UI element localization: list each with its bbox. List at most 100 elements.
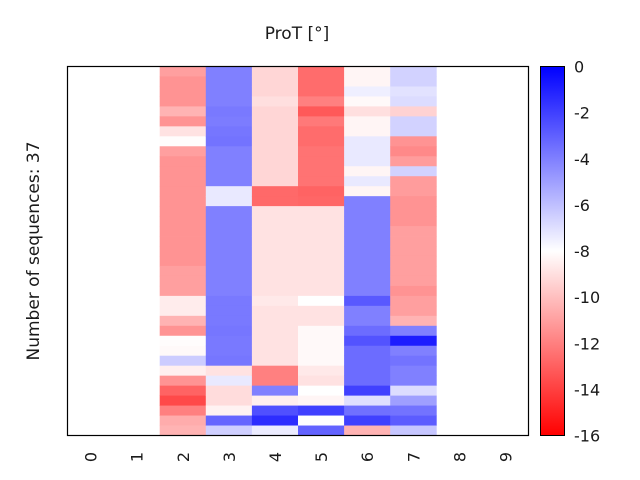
heatmap-cell-col7-row29 <box>390 355 437 367</box>
heatmap-cell-col6-row8 <box>344 146 391 157</box>
heatmap-cell-col2-row1 <box>159 76 207 87</box>
heatmap-cell-col5-row20 <box>298 265 345 277</box>
heatmap-cell-col6-row23 <box>344 295 391 307</box>
heatmap-cell-col5-row10 <box>298 166 345 177</box>
heatmap-cell-col4-row19 <box>251 255 299 267</box>
heatmap-cell-col5-row12 <box>298 186 345 197</box>
heatmap-cell-col3-row20 <box>205 265 253 277</box>
heatmap-cell-col6-row12 <box>344 186 391 197</box>
heatmap-cell-col2-row10 <box>159 166 207 177</box>
x-tick-label-0: 0 <box>82 452 101 462</box>
heatmap-cell-col6-row6 <box>344 126 391 137</box>
heatmap-cell-col2-row6 <box>159 126 207 137</box>
heatmap-cell-col5-row22 <box>298 285 345 297</box>
heatmap-cell-col7-row30 <box>390 365 437 377</box>
heatmap-cell-col7-row13 <box>390 196 437 207</box>
heatmap-cell-col3-row16 <box>205 226 253 237</box>
heatmap-cell-col6-row1 <box>344 76 391 87</box>
heatmap-cell-col2-row17 <box>159 236 207 247</box>
heatmap-cell-col2-row36 <box>159 425 207 436</box>
heatmap-cell-col2-row20 <box>159 265 207 277</box>
heatmap-cell-col5-row14 <box>298 206 345 217</box>
heatmap-cell-col6-row2 <box>344 86 391 97</box>
heatmap-cell-col5-row0 <box>298 66 345 77</box>
heatmap-cell-col5-row35 <box>298 415 345 426</box>
heatmap-cell-col7-row12 <box>390 186 437 197</box>
x-tick-labels: 0 1 2 3 4 5 6 7 8 9 <box>82 452 516 462</box>
heatmap-cell-col3-row2 <box>205 86 253 97</box>
x-tick-label-2: 2 <box>174 452 193 462</box>
heatmap-cell-col3-row23 <box>205 295 253 307</box>
heatmap-cell-col4-row31 <box>251 375 299 387</box>
heatmap-cell-col3-row11 <box>205 176 253 187</box>
heatmap-cell-col3-row13 <box>205 196 253 207</box>
heatmap-cell-col7-row15 <box>390 216 437 227</box>
colorbar-tick-label--6: -6 <box>574 196 590 215</box>
heatmap-cell-col6-row34 <box>344 405 391 416</box>
heatmap-cell-col3-row7 <box>205 136 253 147</box>
heatmap-cell-col4-row21 <box>251 275 299 287</box>
heatmap-cell-col6-row5 <box>344 116 391 127</box>
heatmap-cell-col3-row36 <box>205 425 253 436</box>
heatmap-cell-col5-row2 <box>298 86 345 97</box>
heatmap-cell-col4-row33 <box>251 395 299 406</box>
heatmap-cell-col5-row25 <box>298 315 345 327</box>
heatmap-cell-col6-row4 <box>344 106 391 117</box>
heatmap-cell-col7-row35 <box>390 415 437 426</box>
heatmap-cell-col6-row10 <box>344 166 391 177</box>
heatmap-cell-col2-row4 <box>159 106 207 117</box>
heatmap-cell-col2-row28 <box>159 345 207 357</box>
heatmap-cell-col6-row31 <box>344 375 391 387</box>
heatmap-cell-col3-row10 <box>205 166 253 177</box>
heatmap-cell-col7-row21 <box>390 275 437 287</box>
heatmap-cell-col6-row25 <box>344 315 391 327</box>
heatmap-cell-col2-row35 <box>159 415 207 426</box>
heatmap-cell-col2-row12 <box>159 186 207 197</box>
heatmap-cell-col7-row2 <box>390 86 437 97</box>
colorbar-tick-labels: 0 -2 -4 -6 -8 -10 -12 -14 -16 <box>574 58 600 446</box>
heatmap-cell-col7-row18 <box>390 246 437 257</box>
colorbar <box>540 66 565 436</box>
heatmap-cell-col6-row27 <box>344 335 391 347</box>
heatmap-cell-col2-row23 <box>159 295 207 307</box>
heatmap-cell-col3-row8 <box>205 146 253 157</box>
heatmap-cell-col6-row20 <box>344 265 391 277</box>
heatmap-cell-col5-row32 <box>298 385 345 397</box>
colorbar-tick-label--12: -12 <box>574 334 600 353</box>
heatmap-cell-col4-row4 <box>251 106 299 117</box>
heatmap-cell-col4-row24 <box>251 305 299 317</box>
chart-title: ProT [°] <box>265 24 330 44</box>
heatmap-cell-col3-row29 <box>205 355 253 367</box>
heatmap-cell-col7-row19 <box>390 255 437 267</box>
heatmap-cell-col7-row24 <box>390 305 437 317</box>
heatmap-cells <box>159 66 437 436</box>
heatmap-cell-col4-row27 <box>251 335 299 347</box>
colorbar-tick-label--10: -10 <box>574 288 600 307</box>
heatmap-cell-col4-row0 <box>251 66 299 77</box>
heatmap-cell-col3-row15 <box>205 216 253 227</box>
heatmap-cell-col6-row29 <box>344 355 391 367</box>
heatmap-cell-col6-row0 <box>344 66 391 77</box>
heatmap-cell-col7-row0 <box>390 66 437 77</box>
heatmap-cell-col2-row14 <box>159 206 207 217</box>
x-tick-label-6: 6 <box>358 452 377 462</box>
heatmap-cell-col4-row9 <box>251 156 299 167</box>
x-tick-label-5: 5 <box>312 452 331 462</box>
heatmap-cell-col6-row30 <box>344 365 391 377</box>
heatmap-cell-col6-row21 <box>344 275 391 287</box>
colorbar-tick-label--4: -4 <box>574 150 590 169</box>
heatmap-cell-col2-row19 <box>159 255 207 267</box>
heatmap-cell-col5-row29 <box>298 355 345 367</box>
heatmap-cell-col7-row34 <box>390 405 437 416</box>
heatmap-cell-col5-row26 <box>298 325 345 337</box>
heatmap-cell-col3-row5 <box>205 116 253 127</box>
heatmap-cell-col4-row3 <box>251 96 299 107</box>
heatmap-cell-col7-row6 <box>390 126 437 137</box>
heatmap-cell-col2-row34 <box>159 405 207 416</box>
heatmap-cell-col5-row33 <box>298 395 345 406</box>
heatmap-cell-col4-row36 <box>251 425 299 436</box>
heatmap-cell-col7-row7 <box>390 136 437 147</box>
heatmap-cell-col6-row32 <box>344 385 391 397</box>
heatmap-cell-col4-row16 <box>251 226 299 237</box>
